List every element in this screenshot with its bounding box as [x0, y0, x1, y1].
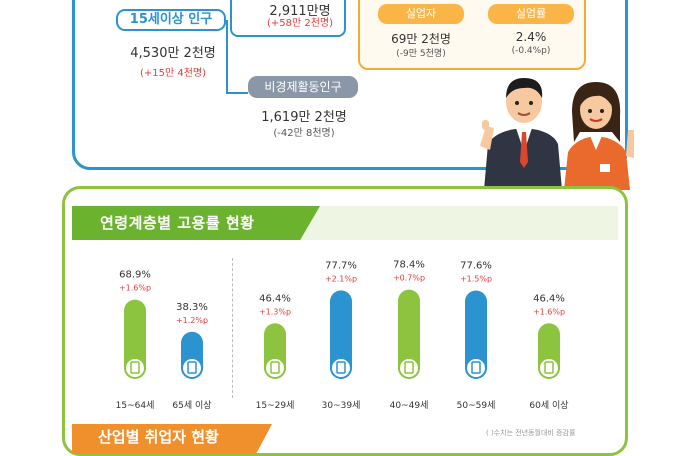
document-icon [336, 361, 346, 374]
bar-value-label: 77.7% [325, 260, 357, 271]
economically-active-value: 2,911만명 [269, 4, 331, 19]
bar-person-icon [538, 357, 560, 379]
unemployment-rate-label: 실업률 [488, 4, 574, 24]
bar [465, 290, 487, 378]
section-title: 연령계층별 고용률 현황 [100, 214, 255, 232]
businessman-figure [480, 78, 562, 190]
bar-person-icon [398, 357, 420, 379]
unemployed-value: 69만 2천명 [391, 32, 451, 46]
bar-person-icon [181, 357, 203, 379]
bar-value-label: 46.4% [533, 293, 565, 304]
category-label: 50~59세 [457, 400, 496, 411]
bar-value-label: 77.6% [460, 261, 492, 272]
category-label: 40~49세 [390, 400, 429, 411]
bar-value-label: 78.4% [393, 260, 425, 271]
bar-change-label: +0.7%p [393, 274, 425, 283]
non-economically-active-change: (-42만 8천명) [273, 128, 335, 139]
bar-change-label: +1.6%p [119, 284, 151, 293]
document-icon [187, 361, 197, 374]
non-economically-active-value: 1,619만 2천명 [261, 110, 347, 125]
population-15plus-value: 4,530만 2천명 [130, 46, 216, 61]
business-people-illustration [480, 78, 634, 190]
group-divider [232, 258, 233, 398]
footnote: ( )수치는 전년동월대비 증감률 [486, 429, 576, 437]
document-icon [270, 361, 280, 374]
economically-active-box [230, 0, 346, 37]
bar-change-label: +2.1%p [325, 274, 357, 283]
unemployment-rate-change: (-0.4%p) [511, 46, 551, 56]
unemployed-label: 실업자 [378, 4, 464, 24]
population-15plus-change: (+15만 4천명) [139, 68, 207, 79]
bar [330, 290, 352, 378]
document-icon [130, 361, 140, 374]
document-icon [544, 361, 554, 374]
bar-person-icon [330, 357, 352, 379]
businesswoman-figure [564, 82, 634, 190]
unemployment-rate-value: 2.4% [515, 30, 547, 44]
category-label: 60세 이상 [529, 400, 568, 411]
category-label: 30~39세 [322, 400, 361, 411]
employment-rate-chart: 68.9% +1.6%p 15~64세 38.3% +1.2%p 65세 이상 46.4% +… [116, 260, 569, 411]
economically-active-change: (+58만 2천명) [266, 18, 334, 29]
bar-change-label: +1.5%p [460, 275, 492, 284]
bar-change-label: +1.6%p [533, 307, 565, 316]
category-label: 15~64세 [116, 400, 155, 411]
category-label: 65세 이상 [172, 400, 211, 411]
section-banner [72, 206, 320, 240]
next-section-title: 산업별 취업자 현황 [98, 428, 219, 446]
bar-value-label: 38.3% [176, 302, 208, 313]
bar-value-label: 68.9% [119, 270, 151, 281]
population-15plus-label: 15세이상 인구 [116, 9, 226, 31]
bar-person-icon [264, 357, 286, 379]
category-label: 15~29세 [256, 400, 295, 411]
bar-value-label: 46.4% [259, 293, 291, 304]
connector-line [226, 20, 228, 93]
bar-person-icon [465, 357, 487, 379]
connector-line [226, 92, 248, 94]
section-banner-background [300, 206, 618, 240]
bar [398, 289, 420, 378]
bar-change-label: +1.2%p [176, 316, 208, 325]
bar [124, 299, 146, 378]
bar-person-icon [124, 357, 146, 379]
document-icon [471, 361, 481, 374]
bar-change-label: +1.3%p [259, 307, 291, 316]
non-economically-active-label: 비경제활동인구 [248, 76, 358, 98]
unemployed-change: (-9만 5천명) [396, 49, 446, 59]
document-icon [404, 361, 414, 374]
